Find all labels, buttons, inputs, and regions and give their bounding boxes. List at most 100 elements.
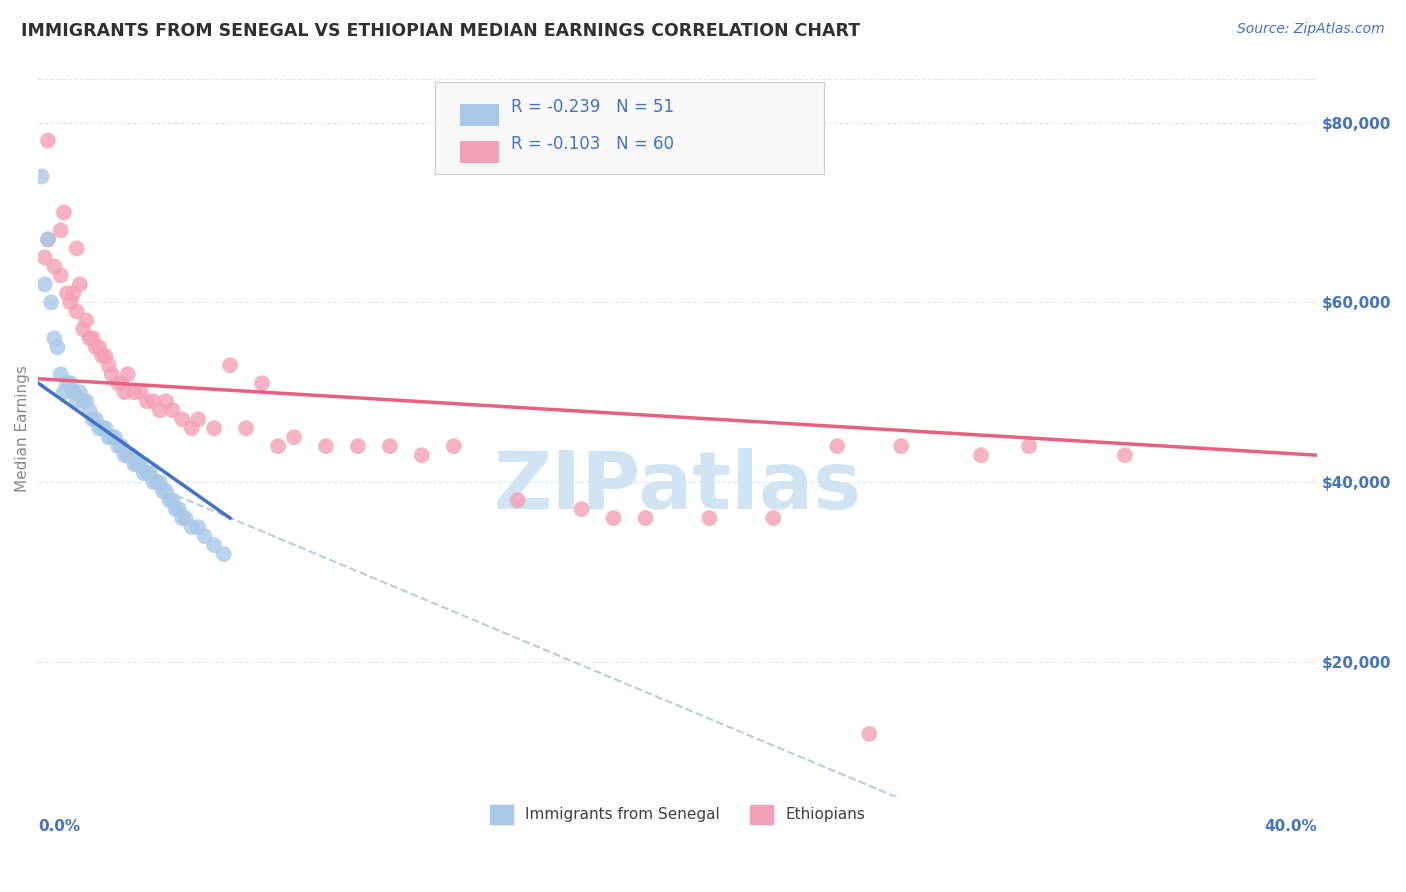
- Point: [136, 466, 159, 480]
- Text: R = -0.239   N = 51: R = -0.239 N = 51: [512, 98, 675, 116]
- Point: [101, 368, 124, 382]
- Point: [193, 529, 215, 543]
- Point: [762, 511, 785, 525]
- Point: [66, 394, 89, 409]
- Point: [167, 502, 190, 516]
- Point: [129, 457, 152, 471]
- Point: [107, 376, 129, 391]
- Point: [827, 439, 849, 453]
- Point: [970, 448, 993, 462]
- Point: [142, 394, 165, 409]
- Point: [82, 412, 104, 426]
- FancyBboxPatch shape: [460, 141, 499, 163]
- Point: [72, 394, 94, 409]
- Point: [62, 286, 84, 301]
- FancyBboxPatch shape: [460, 103, 499, 126]
- Point: [699, 511, 721, 525]
- Point: [315, 439, 337, 453]
- Point: [49, 268, 72, 283]
- Point: [1114, 448, 1136, 462]
- Point: [120, 448, 142, 462]
- Point: [84, 340, 107, 354]
- Point: [110, 439, 132, 453]
- Point: [129, 385, 152, 400]
- Point: [132, 466, 155, 480]
- Point: [52, 385, 75, 400]
- Point: [69, 277, 91, 292]
- Point: [142, 475, 165, 490]
- Point: [149, 475, 172, 490]
- Point: [202, 538, 225, 552]
- Point: [187, 412, 209, 426]
- Point: [66, 241, 89, 255]
- Point: [62, 385, 84, 400]
- Point: [110, 376, 132, 391]
- Text: 0.0%: 0.0%: [38, 819, 80, 834]
- Point: [59, 376, 82, 391]
- Point: [117, 368, 139, 382]
- Point: [44, 260, 66, 274]
- Point: [378, 439, 401, 453]
- Point: [39, 295, 62, 310]
- Point: [172, 511, 194, 525]
- Text: 40.0%: 40.0%: [1264, 819, 1316, 834]
- Point: [165, 502, 187, 516]
- Point: [571, 502, 593, 516]
- Point: [84, 412, 107, 426]
- Point: [602, 511, 624, 525]
- Point: [122, 385, 145, 400]
- Point: [66, 304, 89, 318]
- Point: [79, 403, 101, 417]
- Point: [75, 394, 97, 409]
- Point: [180, 421, 202, 435]
- Point: [174, 511, 197, 525]
- Point: [212, 547, 235, 561]
- Point: [114, 385, 136, 400]
- Point: [162, 403, 184, 417]
- Point: [104, 430, 127, 444]
- Point: [145, 475, 167, 490]
- Point: [114, 448, 136, 462]
- Point: [219, 358, 242, 372]
- Point: [202, 421, 225, 435]
- Point: [155, 394, 177, 409]
- Point: [87, 340, 110, 354]
- Point: [107, 439, 129, 453]
- Point: [72, 322, 94, 336]
- Legend: Immigrants from Senegal, Ethiopians: Immigrants from Senegal, Ethiopians: [484, 799, 872, 830]
- Text: Source: ZipAtlas.com: Source: ZipAtlas.com: [1237, 22, 1385, 37]
- Point: [180, 520, 202, 534]
- Point: [46, 340, 69, 354]
- Point: [890, 439, 912, 453]
- Point: [91, 349, 114, 363]
- Point: [37, 134, 59, 148]
- Point: [157, 493, 180, 508]
- Point: [117, 448, 139, 462]
- Point: [250, 376, 273, 391]
- Point: [172, 412, 194, 426]
- Point: [283, 430, 305, 444]
- Point: [94, 349, 117, 363]
- Point: [149, 403, 172, 417]
- Point: [37, 232, 59, 246]
- Point: [506, 493, 529, 508]
- Point: [56, 376, 79, 391]
- Point: [267, 439, 290, 453]
- Point: [94, 421, 117, 435]
- Point: [69, 385, 91, 400]
- FancyBboxPatch shape: [434, 82, 824, 174]
- Point: [97, 430, 120, 444]
- Point: [1018, 439, 1040, 453]
- Point: [152, 484, 174, 499]
- Point: [858, 727, 880, 741]
- Point: [49, 368, 72, 382]
- Point: [443, 439, 465, 453]
- Text: ZIPatlas: ZIPatlas: [494, 448, 862, 526]
- Point: [91, 421, 114, 435]
- Point: [37, 232, 59, 246]
- Point: [97, 358, 120, 372]
- Point: [162, 493, 184, 508]
- Point: [87, 421, 110, 435]
- Point: [634, 511, 657, 525]
- Point: [347, 439, 370, 453]
